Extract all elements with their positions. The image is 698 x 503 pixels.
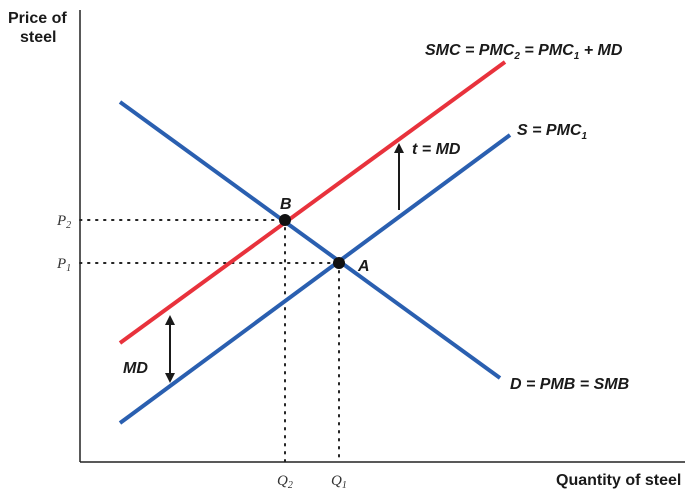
tax-label: t = MD — [412, 141, 461, 158]
point-a-dot — [333, 257, 345, 269]
tick-q2: Q2 — [277, 473, 293, 491]
point-b-dot — [279, 214, 291, 226]
point-a-label: A — [357, 258, 370, 275]
smc-label: SMC = PMC2 = PMC1 + MD — [425, 42, 623, 62]
tick-p1: P1 — [56, 256, 71, 274]
supply-label: S = PMC1 — [517, 122, 587, 142]
demand-curve — [118, 100, 502, 380]
x-axis-label: Quantity of steel — [556, 472, 681, 489]
tick-q1: Q1 — [331, 473, 347, 491]
supply-curve — [118, 133, 512, 425]
y-axis-label-line1: Price of — [8, 10, 67, 27]
demand-label: D = PMB = SMB — [510, 376, 629, 393]
md-label: MD — [123, 360, 148, 377]
smc-curve — [118, 60, 507, 345]
point-b-label: B — [280, 196, 292, 213]
y-axis-label-line2: steel — [20, 29, 56, 46]
tick-p2: P2 — [56, 213, 71, 231]
